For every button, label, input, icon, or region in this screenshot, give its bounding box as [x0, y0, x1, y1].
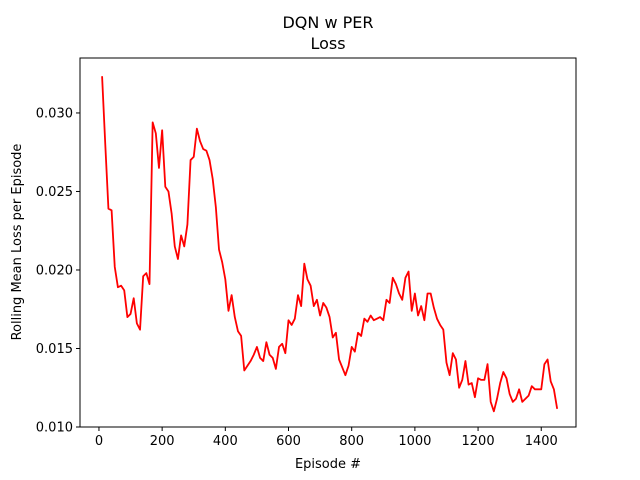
x-tick-label: 200	[150, 434, 175, 449]
y-axis-label: Rolling Mean Loss per Episode	[10, 144, 25, 341]
x-tick-label: 800	[339, 434, 364, 449]
y-tick-label: 0.015	[36, 342, 73, 357]
x-tick-label: 1200	[462, 434, 495, 449]
x-axis: 0 200 400 600 800 1000 1200 1400	[95, 427, 558, 449]
y-tick-label: 0.025	[36, 185, 73, 200]
plot-area	[101, 75, 558, 413]
chart-subtitle: Loss	[310, 34, 345, 53]
y-tick-label: 0.010	[36, 421, 73, 436]
axes-frame	[79, 57, 577, 428]
y-tick-label: 0.020	[36, 263, 73, 278]
y-axis: 0.010 0.015 0.020 0.025 0.030	[36, 106, 80, 436]
y-tick-label: 0.030	[36, 106, 73, 121]
x-tick-label: 1000	[398, 434, 431, 449]
x-tick-label: 600	[276, 434, 301, 449]
chart-title: DQN w PER	[282, 13, 373, 32]
x-tick-label: 0	[95, 434, 103, 449]
x-tick-label: 1400	[525, 434, 558, 449]
x-tick-label: 400	[213, 434, 238, 449]
x-axis-label: Episode #	[295, 457, 361, 472]
series-line-0	[101, 75, 558, 413]
